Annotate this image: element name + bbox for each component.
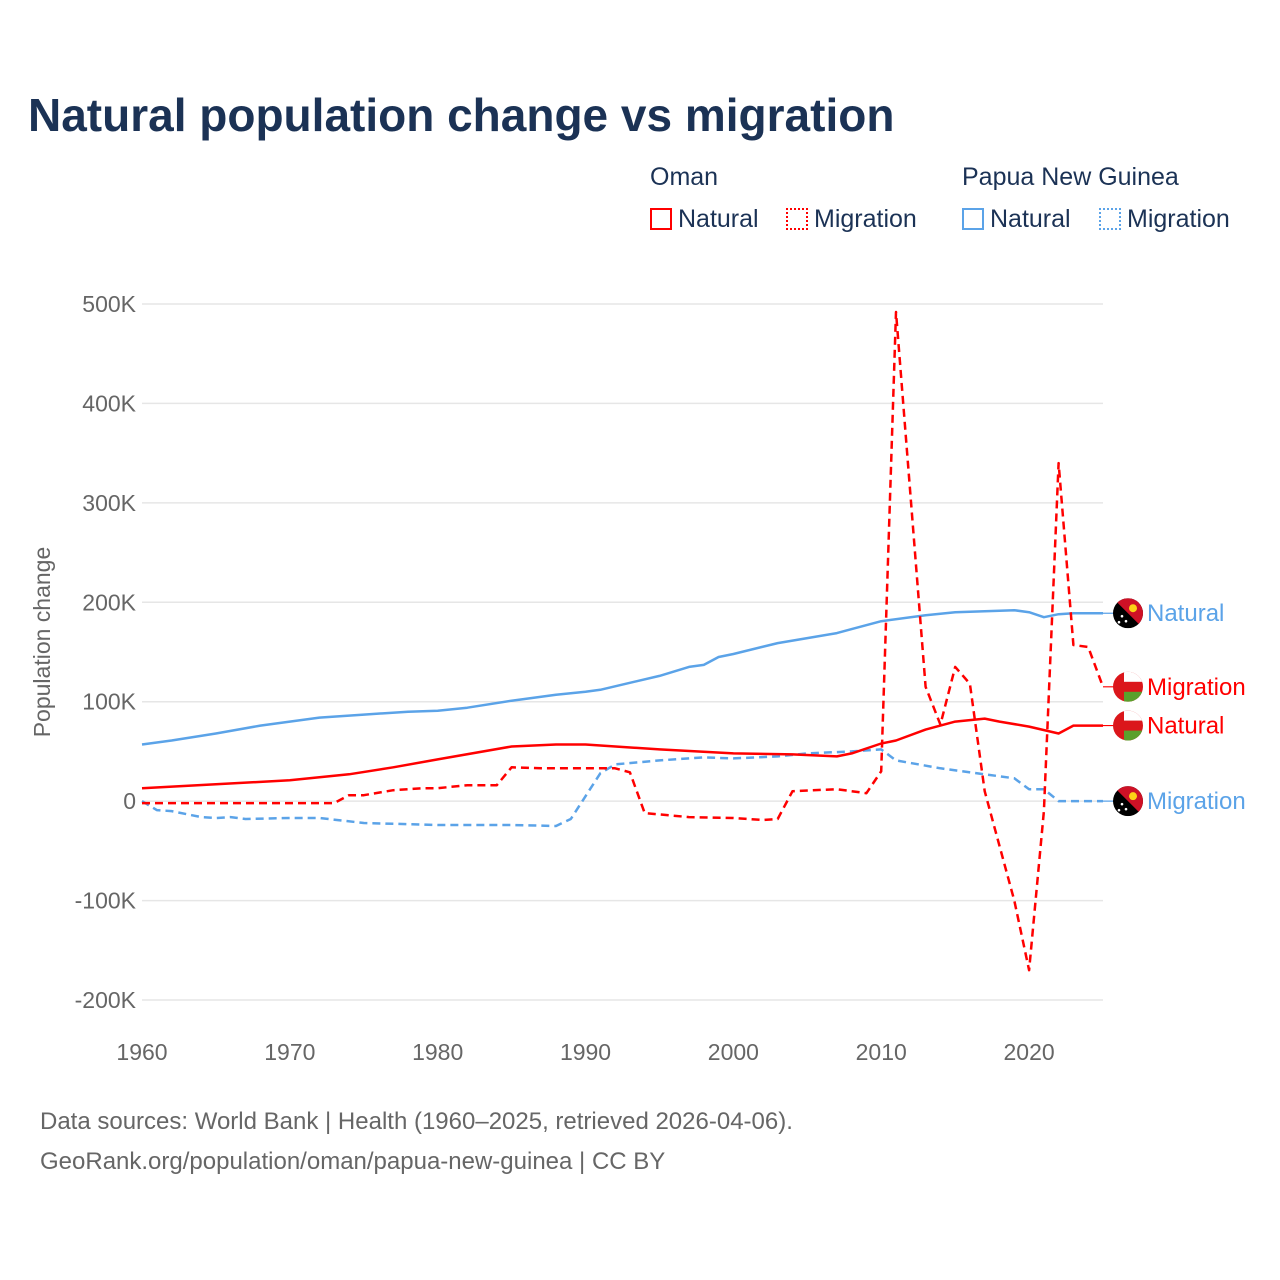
solid-swatch-icon	[962, 208, 984, 230]
solid-swatch-icon	[650, 208, 672, 230]
chart-title: Natural population change vs migration	[28, 89, 895, 141]
series-end-label: Natural	[1147, 713, 1224, 740]
y-tick-label: 200K	[82, 589, 136, 615]
x-tick-label: 2020	[1003, 1039, 1054, 1065]
x-tick-label: 2010	[856, 1039, 907, 1065]
series-line-papua-new-guinea-natural	[141, 608, 1103, 746]
legend-group-png: Papua New Guinea	[962, 163, 1179, 191]
series-end-label: Migration	[1147, 674, 1246, 701]
series-end-label: Migration	[1147, 788, 1246, 815]
series-end-label: Natural	[1147, 600, 1224, 627]
y-tick-label: 500K	[82, 291, 136, 317]
y-tick-label: 400K	[82, 390, 136, 416]
y-tick-label: 0	[123, 788, 136, 814]
papua-new-guinea-flag-icon	[1113, 598, 1143, 629]
dotted-swatch-icon	[1099, 208, 1121, 230]
x-tick-label: 1980	[412, 1039, 463, 1065]
legend-oman-migration[interactable]: Migration	[786, 205, 917, 234]
y-tick-label: 300K	[82, 490, 136, 516]
legend-label: Migration	[1127, 205, 1230, 233]
oman-flag-icon	[1113, 671, 1143, 702]
y-tick-label: -200K	[75, 987, 137, 1013]
dotted-swatch-icon	[786, 208, 808, 230]
x-tick-label: 1990	[560, 1039, 611, 1065]
x-tick-label: 1960	[116, 1039, 167, 1065]
series-line-papua-new-guinea-migration	[141, 748, 1103, 828]
y-tick-label: 100K	[82, 689, 136, 715]
x-tick-label: 1970	[264, 1039, 315, 1065]
y-tick-label: -100K	[75, 888, 137, 914]
x-tick-label: 2000	[708, 1039, 759, 1065]
series-line-oman-natural	[141, 717, 1103, 790]
papua-new-guinea-flag-icon	[1113, 786, 1143, 817]
source-line: Data sources: World Bank | Health (1960–…	[40, 1108, 793, 1135]
oman-flag-icon	[1113, 710, 1143, 741]
series-line-oman-migration	[142, 310, 1105, 972]
legend-label: Natural	[678, 205, 759, 233]
legend-png-natural[interactable]: Natural	[962, 205, 1071, 234]
legend-label: Migration	[814, 205, 917, 233]
y-axis-label: Population change	[29, 547, 55, 738]
legend-oman-natural[interactable]: Natural	[650, 205, 759, 234]
legend-png-migration[interactable]: Migration	[1099, 205, 1230, 234]
source-url[interactable]: GeoRank.org/population/oman/papua-new-gu…	[40, 1148, 666, 1175]
legend-group-oman: Oman	[650, 163, 719, 191]
legend-label: Natural	[990, 205, 1071, 233]
